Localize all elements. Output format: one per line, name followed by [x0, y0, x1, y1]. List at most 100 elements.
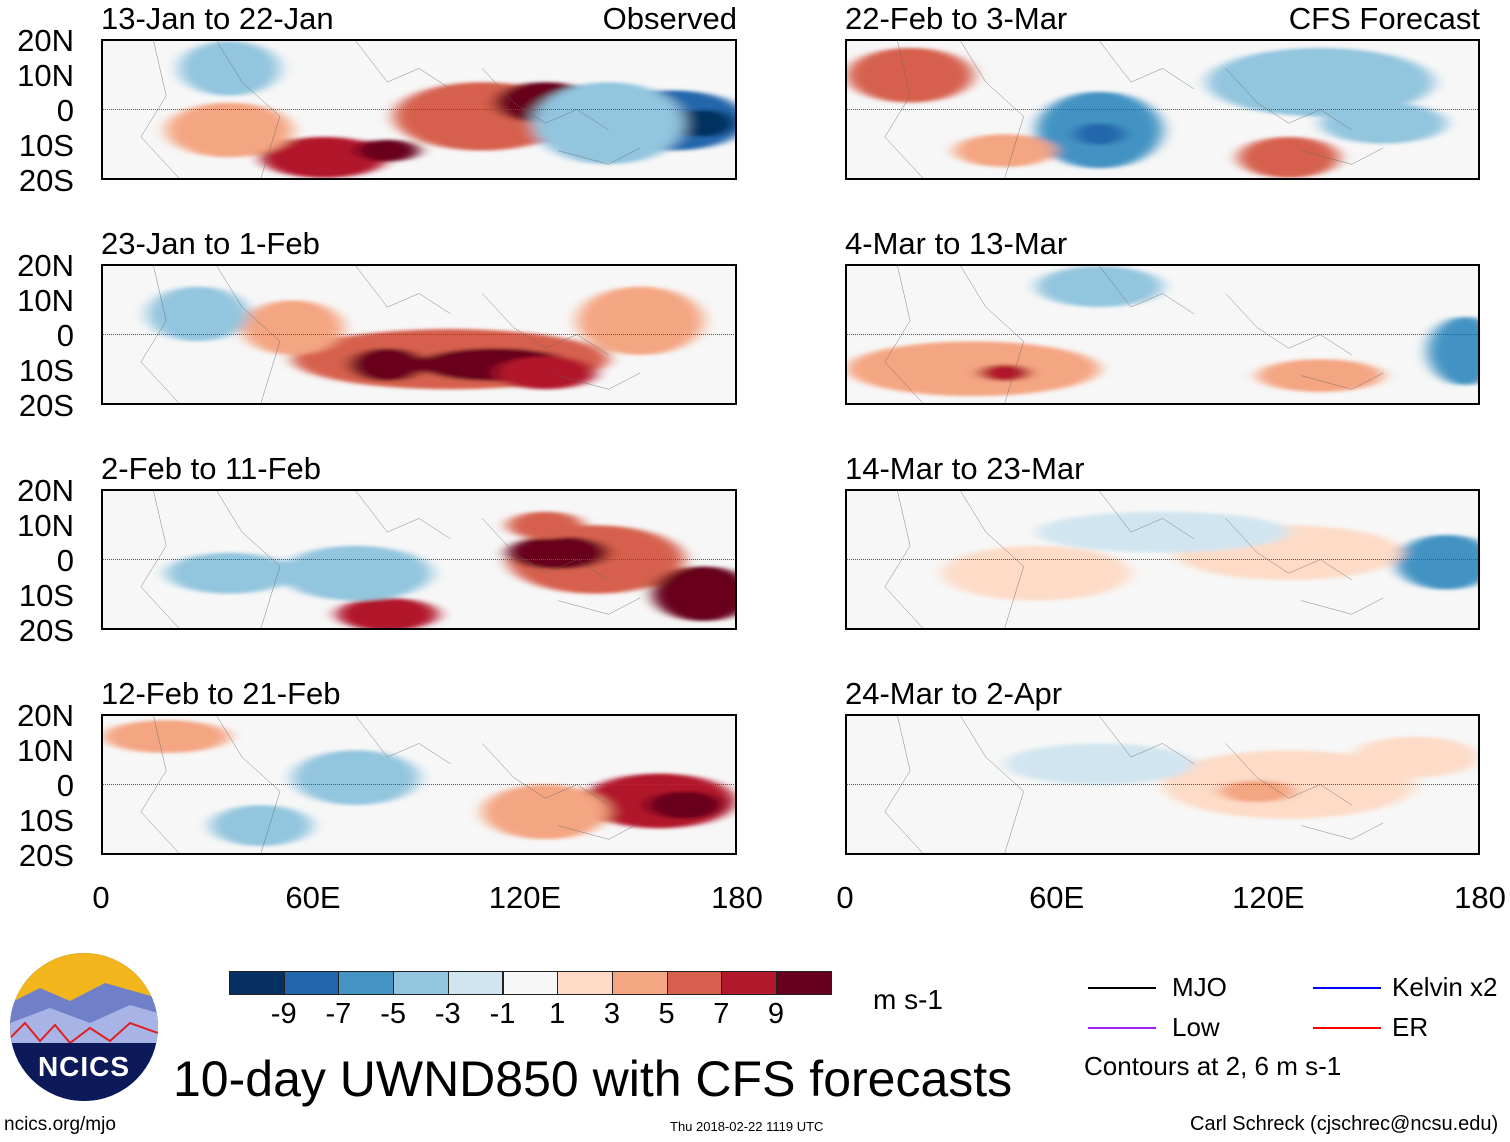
- site-link[interactable]: ncics.org/mjo: [4, 1114, 116, 1135]
- colorbar-label: 1: [549, 998, 566, 1030]
- lon-tick-label: 0: [836, 880, 854, 915]
- colorbar-swatch: [229, 971, 285, 995]
- anomaly-region: [941, 545, 1131, 601]
- anomaly-region: [482, 784, 609, 840]
- anomaly-region: [242, 300, 344, 356]
- anomaly-region: [166, 102, 293, 158]
- anomaly-region: [279, 545, 432, 601]
- author-credit: Carl Schreck (cjschrec@ncsu.edu): [1190, 1113, 1499, 1135]
- anomaly-region: [1004, 743, 1195, 785]
- anomaly-region: [1320, 102, 1447, 144]
- colorbar-swatch: [393, 971, 449, 995]
- anomaly-region: [494, 356, 596, 390]
- coastline: [885, 266, 1383, 403]
- lat-tick-label: 20S: [18, 163, 74, 198]
- wind-anomaly-map: [845, 714, 1480, 855]
- coastline: [885, 491, 1383, 628]
- kelvin-line-swatch: [1313, 987, 1381, 989]
- lat-tick-label: 20N: [17, 248, 74, 283]
- lat-tick-label: 10N: [17, 58, 74, 93]
- colorbar-units: m s-1: [873, 984, 943, 1015]
- lat-tick-label: 0: [56, 768, 74, 803]
- anomaly-region: [1036, 266, 1163, 308]
- low-line-swatch: [1088, 1027, 1156, 1029]
- anomaly-region: [954, 134, 1056, 168]
- colorbar-swatch: [611, 971, 668, 995]
- coastline: [141, 266, 640, 403]
- colorbar-swatch: [721, 971, 777, 995]
- lat-tick-label: 10N: [17, 508, 74, 543]
- colorbar-label: 9: [767, 998, 785, 1030]
- anomaly-region: [336, 597, 438, 628]
- contour-note: Contours at 2, 6 m s-1: [1084, 1051, 1342, 1081]
- anomaly-region: [1036, 511, 1289, 553]
- lat-tick-label: 10N: [17, 283, 74, 318]
- anomaly-region: [1219, 780, 1296, 803]
- legend-mjo: MJO: [1172, 972, 1227, 1002]
- colorbar-swatch: [557, 971, 613, 995]
- colorbar-label: 5: [658, 998, 675, 1030]
- anomaly-region: [652, 566, 735, 622]
- anomaly-region: [178, 41, 280, 96]
- anomaly-region: [103, 720, 230, 753]
- anomaly-region: [1395, 534, 1478, 590]
- lat-tick-label: 20S: [18, 388, 74, 423]
- lon-tick-label: 0: [92, 880, 110, 915]
- colorbar-label: -9: [270, 998, 297, 1030]
- legend-kelvin: Kelvin x2: [1392, 972, 1498, 1002]
- colorbar-label: -1: [489, 998, 516, 1030]
- panel-title: 4-Mar to 13-Mar: [845, 226, 1068, 261]
- lon-tick-label: 180: [711, 880, 763, 915]
- coastline: [885, 716, 1383, 853]
- lat-tick-label: 0: [56, 318, 74, 353]
- wind-anomaly-map: [101, 39, 737, 180]
- wind-anomaly-map: [845, 489, 1480, 630]
- lat-tick-label: 0: [56, 93, 74, 128]
- legend-low: Low: [1172, 1012, 1220, 1042]
- panel-title: 22-Feb to 3-Mar: [845, 1, 1068, 36]
- mjo-line-swatch: [1088, 987, 1156, 989]
- lon-tick-label: 60E: [285, 880, 341, 915]
- colorbar-swatch: [666, 971, 723, 995]
- er-line-swatch: [1313, 1027, 1381, 1029]
- panel-title: 23-Jan to 1-Feb: [101, 226, 320, 261]
- wind-anomaly-map: [101, 264, 737, 405]
- colorbar-label: 3: [603, 998, 620, 1030]
- anomaly-region: [847, 341, 1100, 397]
- ncics-logo: NCICS: [10, 953, 158, 1101]
- lat-tick-label: 0: [56, 543, 74, 578]
- anomaly-region: [507, 536, 609, 570]
- lat-tick-label: 20N: [17, 698, 74, 733]
- colorbar-swatch: [502, 971, 559, 995]
- lat-tick-label: 20S: [18, 838, 74, 873]
- anomaly-region: [1427, 316, 1478, 386]
- anomaly-region: [349, 348, 426, 382]
- legend-er: ER: [1392, 1012, 1429, 1042]
- wind-anomaly-map: [845, 264, 1480, 405]
- lon-tick-label: 120E: [1232, 880, 1305, 915]
- panel-tag: CFS Forecast: [1288, 1, 1480, 36]
- lat-tick-label: 10N: [17, 733, 74, 768]
- lat-tick-label: 10S: [18, 803, 74, 838]
- anomaly-region: [1257, 359, 1384, 393]
- lat-tick-label: 20N: [17, 23, 74, 58]
- main-title: 10-day UWND850 with CFS forecasts: [173, 1051, 1013, 1107]
- lat-tick-label: 20N: [17, 473, 74, 508]
- coastline: [141, 716, 640, 853]
- anomaly-region: [532, 82, 685, 165]
- anomaly-region: [147, 286, 249, 342]
- panel-title: 14-Mar to 23-Mar: [845, 451, 1085, 486]
- anomaly-region: [671, 109, 735, 137]
- anomaly-region: [210, 805, 312, 847]
- panel-title: 13-Jan to 22-Jan: [101, 1, 334, 36]
- lat-tick-label: 20S: [18, 613, 74, 648]
- panel-title: 2-Feb to 11-Feb: [101, 451, 321, 486]
- panel-tag: Observed: [602, 1, 737, 36]
- lon-tick-label: 180: [1454, 880, 1506, 915]
- anomaly-region: [1351, 736, 1478, 778]
- lat-tick-label: 10S: [18, 353, 74, 388]
- anomaly-region: [1238, 136, 1340, 178]
- lon-tick-label: 60E: [1029, 880, 1085, 915]
- coastline: [141, 41, 640, 178]
